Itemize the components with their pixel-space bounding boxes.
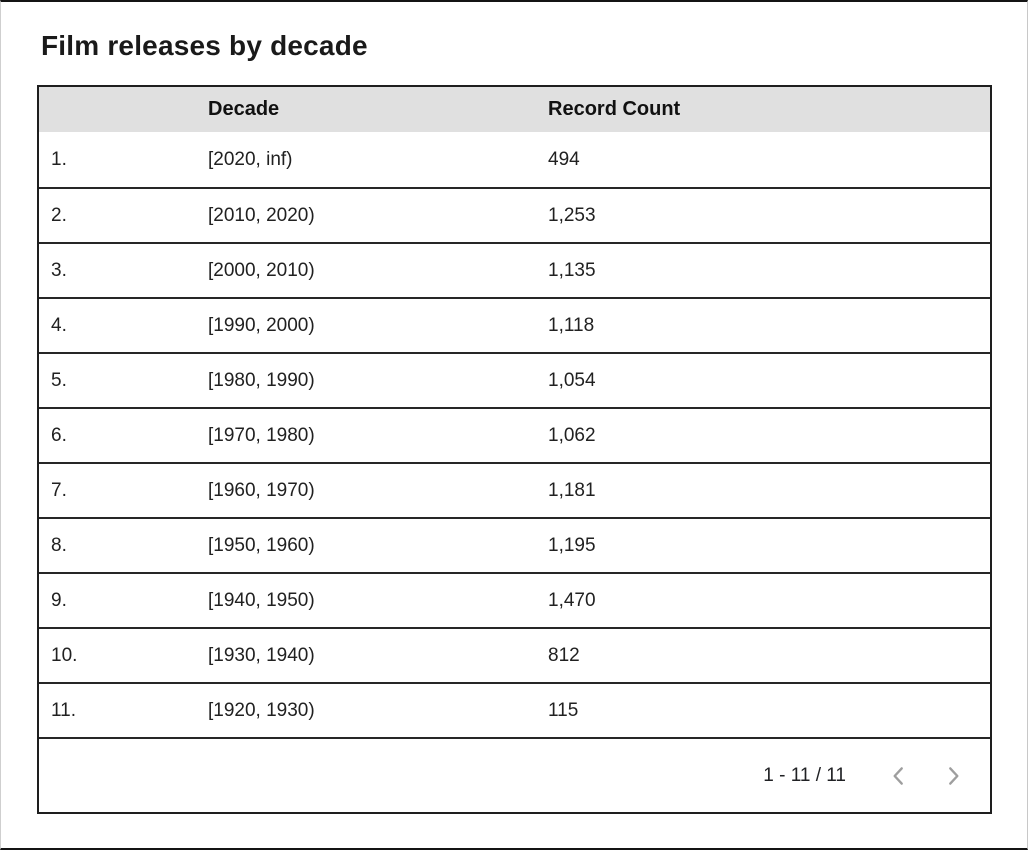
header-decade[interactable]: Decade bbox=[208, 98, 280, 120]
record-count-cell: 494 bbox=[548, 148, 580, 170]
decade-cell: [1970, 1980) bbox=[208, 424, 315, 446]
table-row: 5. [1980, 1990) 1,054 bbox=[39, 352, 990, 407]
table-row: 4. [1990, 2000) 1,118 bbox=[39, 297, 990, 352]
previous-page-button[interactable] bbox=[884, 761, 914, 791]
record-count-cell: 1,135 bbox=[548, 259, 596, 281]
row-number-cell: 6. bbox=[51, 424, 67, 446]
decade-cell: [1950, 1960) bbox=[208, 534, 315, 556]
record-count-cell: 1,470 bbox=[548, 589, 596, 611]
page-title: Film releases by decade bbox=[41, 30, 368, 61]
row-number-cell: 7. bbox=[51, 479, 67, 501]
decade-cell: [1920, 1930) bbox=[208, 699, 315, 721]
row-number-cell: 5. bbox=[51, 369, 67, 391]
pagination-range-label: 1 - 11 / 11 bbox=[763, 764, 846, 786]
table-row: 11. [1920, 1930) 115 bbox=[39, 682, 990, 737]
decade-cell: [1940, 1950) bbox=[208, 589, 315, 611]
record-count-cell: 1,181 bbox=[548, 479, 596, 501]
decade-cell: [2020, inf) bbox=[208, 148, 293, 170]
table-row: 9. [1940, 1950) 1,470 bbox=[39, 572, 990, 627]
record-count-cell: 812 bbox=[548, 644, 580, 666]
decade-cell: [1930, 1940) bbox=[208, 644, 315, 666]
decade-cell: [1960, 1970) bbox=[208, 479, 315, 501]
row-number-cell: 1. bbox=[51, 148, 67, 170]
row-number-cell: 3. bbox=[51, 259, 67, 281]
row-number-cell: 9. bbox=[51, 589, 67, 611]
table-footer: 1 - 11 / 11 bbox=[39, 737, 990, 812]
decade-cell: [1980, 1990) bbox=[208, 369, 315, 391]
decade-cell: [2010, 2020) bbox=[208, 204, 315, 226]
decade-cell: [1990, 2000) bbox=[208, 314, 315, 336]
record-count-cell: 1,054 bbox=[548, 369, 596, 391]
record-count-cell: 115 bbox=[548, 699, 579, 721]
header-record-count[interactable]: Record Count bbox=[548, 98, 681, 120]
row-number-cell: 10. bbox=[51, 644, 78, 666]
table-row: 7. [1960, 1970) 1,181 bbox=[39, 462, 990, 517]
record-count-cell: 1,195 bbox=[548, 534, 596, 556]
chevron-left-icon bbox=[886, 763, 912, 789]
data-table: Decade Record Count 1. [2020, inf) 494 2… bbox=[37, 85, 992, 814]
record-count-cell: 1,118 bbox=[548, 314, 595, 336]
table-row: 10. [1930, 1940) 812 bbox=[39, 627, 990, 682]
row-number-cell: 2. bbox=[51, 204, 67, 226]
record-count-cell: 1,062 bbox=[548, 424, 596, 446]
row-number-cell: 11. bbox=[51, 699, 77, 721]
table-row: 1. [2020, inf) 494 bbox=[39, 132, 990, 187]
table-row: 6. [1970, 1980) 1,062 bbox=[39, 407, 990, 462]
record-count-cell: 1,253 bbox=[548, 204, 596, 226]
table-header-row: Decade Record Count bbox=[39, 87, 990, 132]
row-number-cell: 8. bbox=[51, 534, 67, 556]
row-number-cell: 4. bbox=[51, 314, 67, 336]
table-row: 8. [1950, 1960) 1,195 bbox=[39, 517, 990, 572]
table-row: 2. [2010, 2020) 1,253 bbox=[39, 187, 990, 242]
chevron-right-icon bbox=[940, 763, 966, 789]
next-page-button[interactable] bbox=[938, 761, 968, 791]
decade-cell: [2000, 2010) bbox=[208, 259, 315, 281]
table-row: 3. [2000, 2010) 1,135 bbox=[39, 242, 990, 297]
